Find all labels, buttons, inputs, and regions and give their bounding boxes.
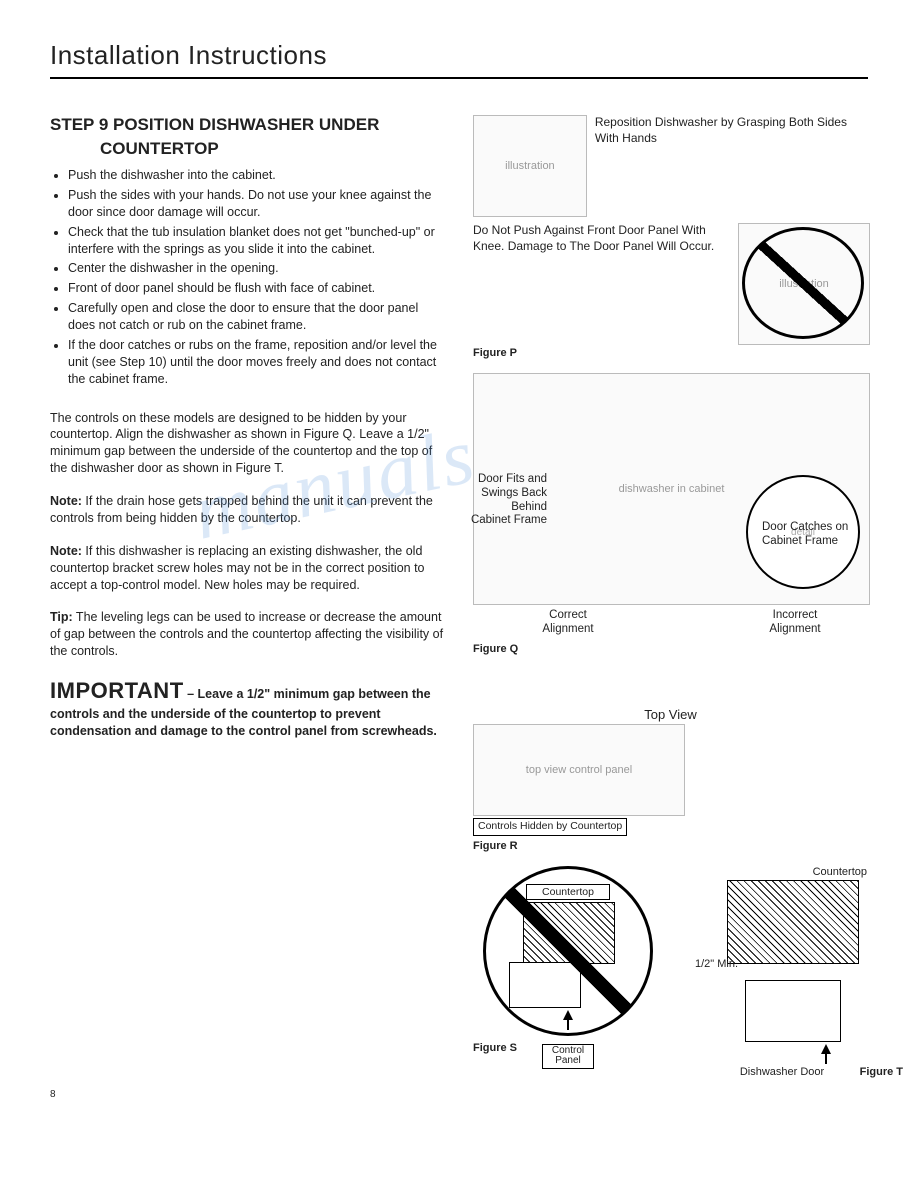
figure-r-illustration: top view control panel <box>473 724 685 816</box>
bullet-item: If the door catches or rubs on the frame… <box>68 337 445 388</box>
figure-p-prohibit-icon: illustration <box>738 223 868 343</box>
figure-s-door-shape <box>509 962 581 1008</box>
figure-q-left-label: Door Fits and Swings Back Behind Cabinet… <box>469 473 547 528</box>
bullet-item: Push the dishwasher into the cabinet. <box>68 167 445 184</box>
note-1: Note: If the drain hose gets trapped beh… <box>50 493 445 527</box>
arrow-up-icon <box>563 1010 573 1020</box>
figure-s-prohibit-icon: Countertop Control Panel <box>483 866 653 1036</box>
arrow-up-icon <box>821 1044 831 1054</box>
figure-p-illustration-bottom: illustration <box>738 223 870 345</box>
important-block: IMPORTANT – Leave a 1/2" minimum gap bet… <box>50 676 445 739</box>
tip-text: The leveling legs can be used to increas… <box>50 610 443 658</box>
right-column: illustration Reposition Dishwasher by Gr… <box>473 115 868 1078</box>
bullet-item: Check that the tub insulation blanket do… <box>68 224 445 258</box>
note-2: Note: If this dishwasher is replacing an… <box>50 543 445 594</box>
note-label: Note: <box>50 494 82 508</box>
figure-t-gap-label: 1/2" Min. <box>695 958 738 970</box>
bullet-item: Push the sides with your hands. Do not u… <box>68 187 445 221</box>
figure-r-box-label: Controls Hidden by Countertop <box>473 818 627 836</box>
figure-p-illustration-top: illustration <box>473 115 587 217</box>
step-heading-line2: COUNTERTOP <box>100 139 445 159</box>
figure-p-caption: Figure P <box>473 347 868 359</box>
tip-label: Tip: <box>50 610 73 624</box>
figure-p-label-top: Reposition Dishwasher by Grasping Both S… <box>595 115 868 146</box>
page-title: Installation Instructions <box>50 40 868 79</box>
figure-t-caption: Figure T <box>860 1066 903 1078</box>
content-columns: STEP 9 POSITION DISHWASHER UNDER COUNTER… <box>50 115 868 1078</box>
bullet-item: Front of door panel should be flush with… <box>68 280 445 297</box>
important-label: IMPORTANT <box>50 678 184 703</box>
note-text: If this dishwasher is replacing an exist… <box>50 544 425 592</box>
bullet-item: Carefully open and close the door to ens… <box>68 300 445 334</box>
instruction-bullets: Push the dishwasher into the cabinet. Pu… <box>50 167 445 388</box>
figure-q: dishwasher in cabinet detail Door Fits a… <box>473 373 868 693</box>
figure-t-countertop-shape <box>727 880 859 964</box>
figure-s-countertop-shape <box>523 902 615 964</box>
arrow-stem <box>825 1054 827 1064</box>
page-number: 8 <box>50 1089 56 1100</box>
figure-s-control-panel-label: Control Panel <box>542 1044 594 1069</box>
step-heading-line1: STEP 9 POSITION DISHWASHER UNDER <box>50 115 445 135</box>
figure-r-top-label: Top View <box>473 707 868 722</box>
paragraph-controls: The controls on these models are designe… <box>50 410 445 478</box>
figure-q-incorrect-label: Incorrect Alignment <box>750 609 840 637</box>
figure-t: Countertop 1/2" Min. Dishwasher Door Fig… <box>697 866 867 1078</box>
bullet-item: Center the dishwasher in the opening. <box>68 260 445 277</box>
tip: Tip: The leveling legs can be used to in… <box>50 609 445 660</box>
figure-s: Countertop Control Panel Figure S <box>473 866 663 1054</box>
figure-t-door-label: Dishwasher Door <box>697 1066 867 1078</box>
figure-t-door-shape <box>745 980 841 1042</box>
figure-s-countertop-label: Countertop <box>526 884 610 900</box>
figure-t-countertop-label: Countertop <box>697 866 867 878</box>
figure-p-label-bottom: Do Not Push Against Front Door Panel Wit… <box>473 223 730 254</box>
figure-q-correct-label: Correct Alignment <box>523 609 613 637</box>
figure-q-caption: Figure Q <box>473 643 868 655</box>
figure-p: illustration Reposition Dishwasher by Gr… <box>473 115 868 359</box>
note-label: Note: <box>50 544 82 558</box>
arrow-stem <box>567 1020 569 1030</box>
note-text: If the drain hose gets trapped behind th… <box>50 494 433 525</box>
left-column: STEP 9 POSITION DISHWASHER UNDER COUNTER… <box>50 115 445 1078</box>
figure-q-right-label: Door Catches on Cabinet Frame <box>762 521 872 549</box>
bottom-figure-row: Countertop Control Panel Figure S Counte… <box>473 866 868 1078</box>
figure-r-caption: Figure R <box>473 840 868 852</box>
figure-r: Top View top view control panel Controls… <box>473 707 868 852</box>
